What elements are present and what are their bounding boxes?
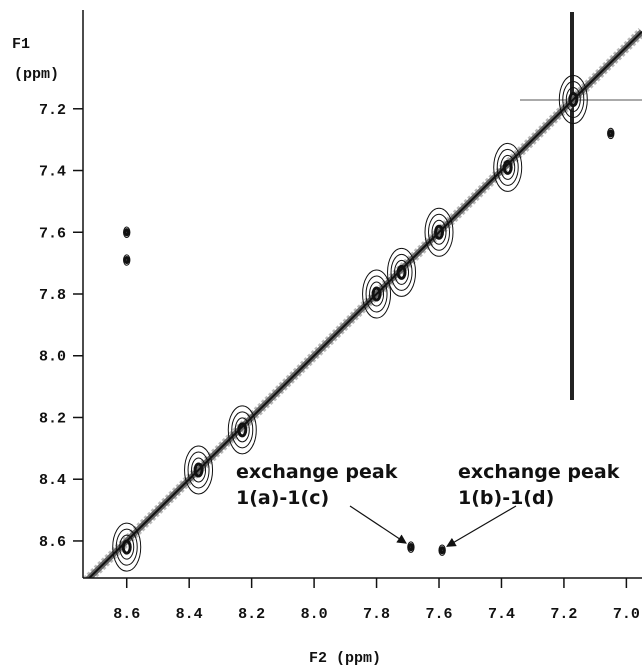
contour xyxy=(123,228,130,237)
contour xyxy=(387,247,417,297)
peak xyxy=(407,541,415,553)
contour xyxy=(431,219,447,245)
contour xyxy=(193,462,204,478)
x-tick-label: 8.2 xyxy=(238,606,265,623)
peak xyxy=(123,226,131,238)
y-tick-label: 8.2 xyxy=(39,410,66,427)
x-tick-label: 7.4 xyxy=(488,606,515,623)
peak xyxy=(387,247,417,297)
contour xyxy=(424,207,454,257)
contour xyxy=(434,224,445,240)
contour xyxy=(123,254,131,266)
contour xyxy=(123,226,131,238)
y-tick-label: 7.4 xyxy=(39,164,66,181)
x-tick-label: 8.4 xyxy=(176,606,203,623)
x-tick-label: 7.2 xyxy=(550,606,577,623)
contour xyxy=(121,539,132,555)
y-tick-label: 8.4 xyxy=(39,472,66,489)
contour xyxy=(500,154,516,180)
contour xyxy=(394,259,410,285)
peak xyxy=(227,405,257,455)
contour xyxy=(558,75,588,125)
contour xyxy=(191,457,207,483)
peak xyxy=(362,269,392,319)
contour xyxy=(119,534,135,560)
annotation-arrow xyxy=(349,505,407,544)
y-tick-label: 7.2 xyxy=(39,102,66,119)
contour xyxy=(607,127,615,140)
contour xyxy=(428,213,451,251)
plot-area xyxy=(83,12,642,578)
contour xyxy=(438,544,446,556)
peak xyxy=(438,544,446,556)
contour xyxy=(237,422,248,438)
annotation: exchange peak xyxy=(236,461,398,483)
contour xyxy=(493,142,523,192)
y-tick-label: 8.0 xyxy=(39,349,66,366)
contour xyxy=(123,255,130,265)
x-tick-label: 7.0 xyxy=(613,606,640,623)
contour xyxy=(439,546,446,555)
x-tick-label: 7.6 xyxy=(426,606,453,623)
x-tick-label: 7.8 xyxy=(363,606,390,623)
annotation: 1(a)-1(c) xyxy=(236,487,329,509)
contour xyxy=(184,445,214,495)
contour xyxy=(502,159,513,175)
contour xyxy=(365,275,388,313)
contour xyxy=(187,451,210,489)
y-axis-label: (ppm) xyxy=(14,66,59,83)
contour xyxy=(115,528,138,566)
contour xyxy=(565,87,581,113)
contour xyxy=(371,286,382,302)
peak xyxy=(558,75,588,125)
contour xyxy=(234,417,250,443)
y-tick-label: 7.6 xyxy=(39,225,66,242)
contour xyxy=(496,148,519,186)
contour xyxy=(562,81,585,119)
contour xyxy=(369,281,385,307)
peak xyxy=(123,254,131,266)
diagonal-ridge xyxy=(87,30,642,578)
y-tick-label: 8.6 xyxy=(39,534,66,551)
x-axis-label: F2 (ppm) xyxy=(309,650,381,667)
peak xyxy=(607,127,615,140)
annotation: 1(b)-1(d) xyxy=(458,487,554,509)
peak xyxy=(424,207,454,257)
contour xyxy=(607,129,614,138)
y-axis-label: F1 xyxy=(12,36,30,53)
contour xyxy=(407,541,415,553)
annotation: exchange peak xyxy=(458,461,620,483)
contour xyxy=(231,411,254,449)
contour xyxy=(362,269,392,319)
x-tick-label: 8.0 xyxy=(301,606,328,623)
x-tick-label: 8.6 xyxy=(113,606,140,623)
peak xyxy=(112,522,142,572)
contour xyxy=(407,543,415,552)
contour xyxy=(390,253,413,291)
contour xyxy=(112,522,142,572)
contour xyxy=(568,92,579,108)
annotation-arrow xyxy=(446,505,517,547)
contour xyxy=(396,264,407,280)
peak xyxy=(493,142,523,192)
peak xyxy=(184,445,214,495)
y-tick-label: 7.8 xyxy=(39,287,66,304)
contour xyxy=(227,405,257,455)
